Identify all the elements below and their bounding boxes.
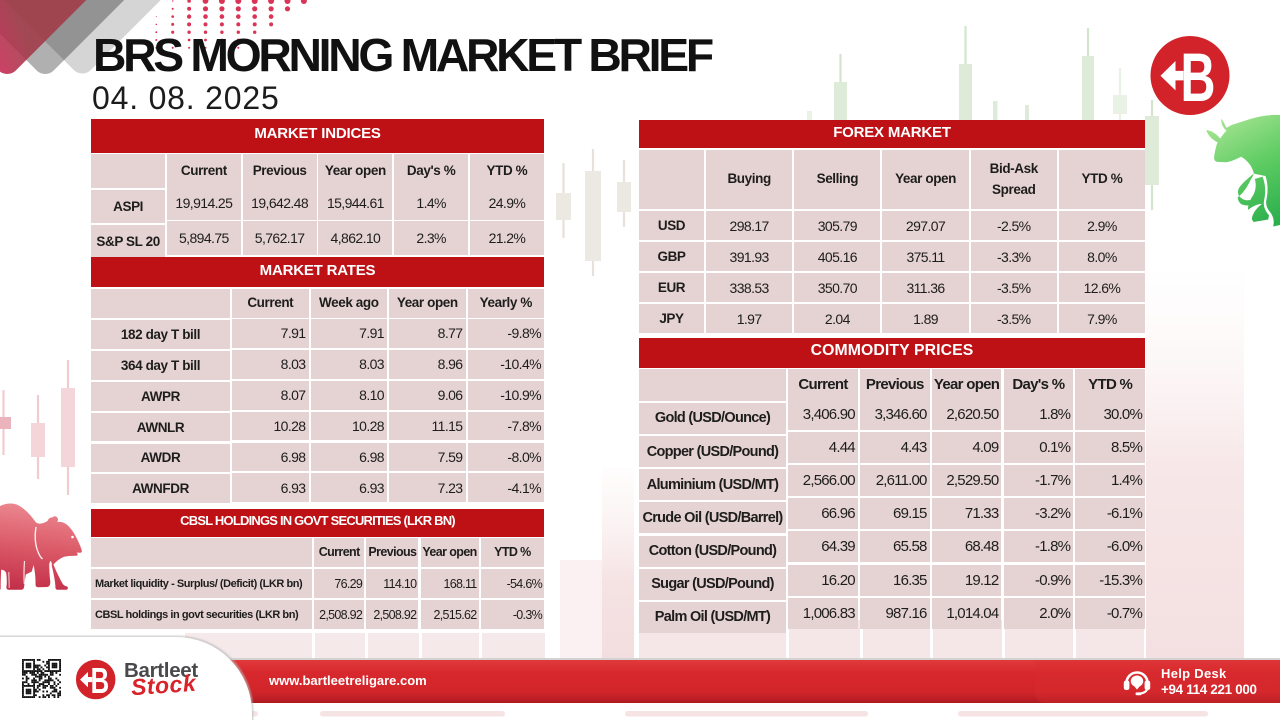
svg-text:B: B: [91, 660, 110, 701]
svg-text:B: B: [1181, 39, 1216, 116]
